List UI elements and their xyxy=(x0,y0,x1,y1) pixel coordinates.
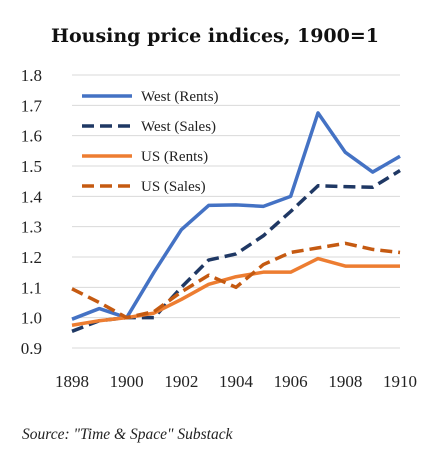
x-tick-label: 1904 xyxy=(219,372,254,391)
x-tick-label: 1906 xyxy=(274,372,308,391)
y-tick-label: 0.9 xyxy=(21,339,42,358)
chart-title: Housing price indices, 1900=1 xyxy=(51,25,379,47)
x-tick-label: 1902 xyxy=(164,372,198,391)
source-note: Source: "Time & Space" Substack xyxy=(22,426,234,443)
grid-layer xyxy=(72,74,400,349)
legend-label: US (Rents) xyxy=(141,149,208,165)
y-tick-label: 1.0 xyxy=(21,309,42,328)
y-axis-ticks: 0.9 1.0 1.1 1.2 1.3 1.4 1.5 1.6 1.7 1.8 xyxy=(21,66,43,358)
y-tick-label: 1.7 xyxy=(21,96,43,115)
y-tick-label: 1.8 xyxy=(21,66,42,85)
x-tick-label: 1898 xyxy=(55,372,89,391)
y-tick-label: 1.1 xyxy=(21,278,42,297)
series-line xyxy=(71,169,401,333)
x-tick-label: 1900 xyxy=(110,372,144,391)
series-line xyxy=(71,241,401,320)
legend-label: West (Sales) xyxy=(141,119,216,135)
y-tick-label: 1.2 xyxy=(21,248,42,267)
y-tick-label: 1.3 xyxy=(21,218,42,237)
y-tick-label: 1.6 xyxy=(21,127,42,146)
legend: West (Rents) West (Sales) US (Rents) US (Sa… xyxy=(82,89,219,195)
y-tick-label: 1.4 xyxy=(21,187,43,206)
series-layer xyxy=(71,111,401,333)
legend-label: West (Rents) xyxy=(141,89,219,105)
x-axis-ticks: 1898 1900 1902 1904 1906 1908 1910 xyxy=(55,372,417,391)
x-tick-label: 1910 xyxy=(383,372,417,391)
legend-label: US (Sales) xyxy=(141,179,206,195)
x-tick-label: 1908 xyxy=(328,372,362,391)
y-tick-label: 1.5 xyxy=(21,157,42,176)
